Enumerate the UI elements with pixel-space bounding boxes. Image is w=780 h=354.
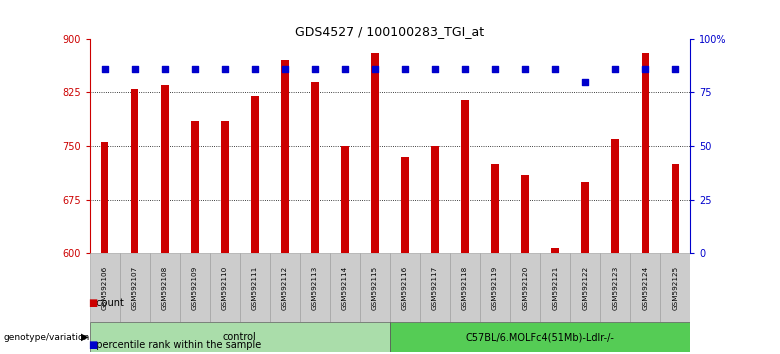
Point	[519, 66, 531, 72]
Bar	[281, 60, 289, 253]
Text: GSM592122: GSM592122	[582, 266, 588, 310]
Bar	[150, 253, 179, 322]
Text: genotype/variation: genotype/variation	[4, 333, 90, 342]
Point	[189, 66, 201, 72]
Bar	[431, 146, 439, 253]
Bar	[191, 121, 199, 253]
Bar	[390, 322, 690, 352]
Bar	[420, 253, 450, 322]
Bar	[461, 99, 469, 253]
Point	[579, 79, 591, 85]
Text: GSM592121: GSM592121	[552, 266, 558, 310]
Bar	[551, 248, 559, 253]
Bar	[641, 53, 649, 253]
Bar	[510, 253, 540, 322]
Bar	[660, 253, 690, 322]
Bar	[672, 164, 679, 253]
Bar	[480, 253, 510, 322]
Bar	[450, 253, 480, 322]
Text: GSM592112: GSM592112	[282, 266, 288, 310]
Bar	[161, 85, 168, 253]
Point	[369, 66, 381, 72]
Bar	[179, 253, 210, 322]
Text: GSM592106: GSM592106	[101, 266, 108, 310]
Bar	[210, 253, 240, 322]
Point	[249, 66, 261, 72]
Bar	[90, 322, 390, 352]
Point	[278, 66, 291, 72]
Point	[399, 66, 411, 72]
Text: count: count	[90, 298, 123, 308]
Bar	[251, 96, 259, 253]
Point	[489, 66, 502, 72]
Text: GSM592118: GSM592118	[462, 266, 468, 310]
Bar	[521, 175, 529, 253]
Text: ▶: ▶	[80, 332, 88, 342]
Point	[98, 66, 111, 72]
Bar	[600, 253, 630, 322]
Point	[459, 66, 471, 72]
Text: GSM592108: GSM592108	[161, 266, 168, 310]
Text: GSM592110: GSM592110	[222, 266, 228, 310]
Point	[549, 66, 562, 72]
Text: GSM592109: GSM592109	[192, 266, 198, 310]
Point	[639, 66, 651, 72]
Text: GSM592120: GSM592120	[522, 266, 528, 310]
Text: GSM592116: GSM592116	[402, 266, 408, 310]
Bar	[401, 157, 409, 253]
Text: GSM592107: GSM592107	[132, 266, 138, 310]
Point	[158, 66, 171, 72]
Text: GSM592115: GSM592115	[372, 266, 378, 310]
Bar	[341, 146, 349, 253]
Text: control: control	[223, 332, 257, 342]
Bar	[311, 82, 319, 253]
Point	[669, 66, 682, 72]
Text: C57BL/6.MOLFc4(51Mb)-Ldlr-/-: C57BL/6.MOLFc4(51Mb)-Ldlr-/-	[466, 332, 615, 342]
Text: GSM592111: GSM592111	[252, 266, 258, 310]
Text: GSM592123: GSM592123	[612, 266, 619, 310]
Bar	[491, 164, 499, 253]
Point	[339, 66, 351, 72]
Text: GSM592119: GSM592119	[492, 266, 498, 310]
Bar	[131, 89, 139, 253]
Bar	[270, 253, 300, 322]
Bar	[581, 182, 589, 253]
Bar	[630, 253, 660, 322]
Text: GSM592113: GSM592113	[312, 266, 318, 310]
Bar	[101, 142, 108, 253]
Bar	[240, 253, 270, 322]
Bar	[371, 53, 379, 253]
Bar	[221, 121, 229, 253]
Point	[609, 66, 622, 72]
Bar	[390, 253, 420, 322]
Text: GSM592114: GSM592114	[342, 266, 348, 310]
Bar	[540, 253, 570, 322]
Point	[129, 66, 141, 72]
Bar	[612, 139, 619, 253]
Bar	[90, 253, 120, 322]
Bar	[570, 253, 600, 322]
Bar	[360, 253, 390, 322]
Bar	[330, 253, 360, 322]
Text: percentile rank within the sample: percentile rank within the sample	[90, 341, 261, 350]
Point	[218, 66, 231, 72]
Text: GSM592117: GSM592117	[432, 266, 438, 310]
Point	[429, 66, 441, 72]
Bar	[300, 253, 330, 322]
Point	[309, 66, 321, 72]
Title: GDS4527 / 100100283_TGI_at: GDS4527 / 100100283_TGI_at	[296, 25, 484, 38]
Text: ■: ■	[88, 341, 98, 350]
Text: GSM592125: GSM592125	[672, 266, 679, 310]
Text: GSM592124: GSM592124	[642, 266, 648, 310]
Text: ■: ■	[88, 298, 98, 308]
Bar	[120, 253, 150, 322]
